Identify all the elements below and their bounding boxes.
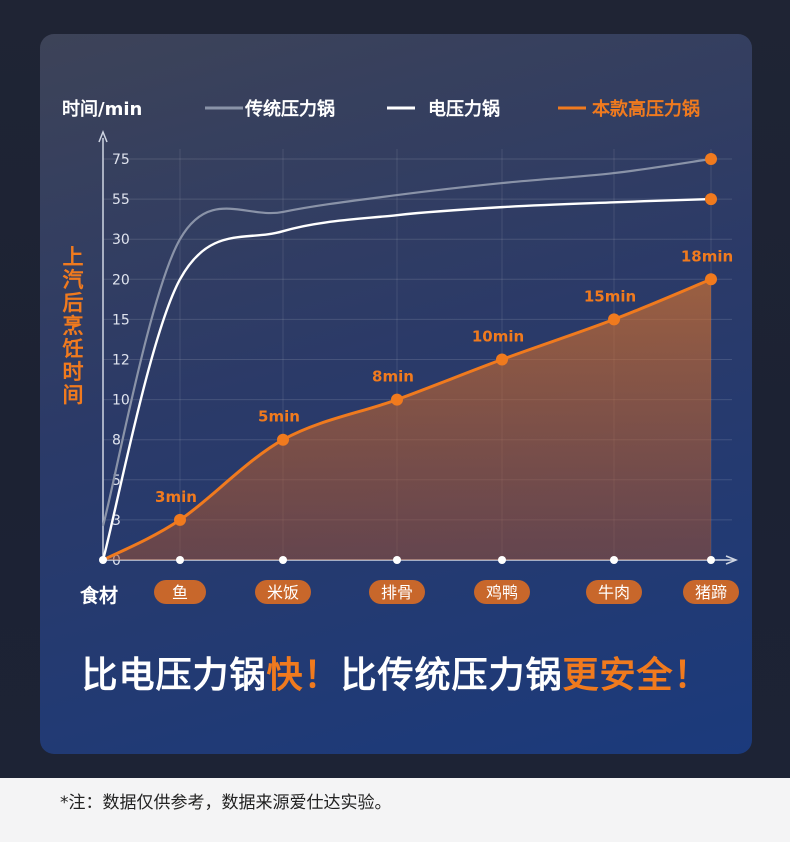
x-axis-label: 食材 (80, 584, 118, 607)
x-tick-dot (176, 556, 184, 564)
y-title-char: 时 (63, 360, 84, 384)
category-pill (255, 580, 311, 604)
y-tick-label: 0 (112, 553, 121, 569)
category-label: 鱼 (172, 583, 188, 602)
legend-label: 电压力锅 (428, 98, 500, 120)
headline-part-1: 比电压力锅 (81, 655, 267, 696)
y-tick-label: 10 (112, 393, 130, 409)
series-line-traditional (101, 157, 712, 527)
headline: 比电压力锅快！比传统压力锅更安全！ (40, 646, 752, 698)
hero-background: 0 3 5 8 10 12 15 20 30 55 75 时间/min 上汽后烹饪时间食材 3min 5mi… (0, 0, 790, 778)
data-label: 8min (372, 368, 414, 386)
traditional-end-point (705, 153, 717, 165)
y-title-char: 间 (63, 383, 84, 407)
headline-highlight-fast: 快！ (266, 655, 341, 696)
electric-end-point (705, 193, 717, 206)
data-point (174, 513, 186, 526)
x-tick-dot (610, 556, 618, 564)
y-tick-label: 3 (112, 513, 121, 529)
data-point (277, 433, 289, 446)
data-label: 5min (258, 408, 300, 426)
y-tick-label: 5 (112, 473, 121, 489)
data-point (608, 313, 620, 326)
y-title-char: 烹 (63, 314, 84, 338)
category-pill (474, 580, 530, 604)
y-tick-label: 20 (112, 272, 130, 288)
x-tick-dot (279, 556, 287, 564)
x-tick-dot (707, 556, 715, 564)
category-label: 猪蹄 (695, 583, 727, 602)
x-tick-dot (498, 556, 506, 564)
y-tick-label: 12 (112, 353, 130, 369)
headline-part-3: 比传统压力锅 (340, 655, 563, 696)
category-label: 排骨 (381, 583, 413, 602)
category-label: 牛肉 (598, 583, 630, 602)
y-tick-label: 75 (112, 152, 130, 168)
y-title-char: 后 (63, 291, 84, 315)
y-tick-label: 55 (112, 192, 130, 208)
category-label: 鸡鸭 (486, 583, 518, 602)
data-label: 3min (155, 488, 197, 506)
headline-highlight-safer: 更安全！ (562, 655, 711, 696)
category-pill (369, 580, 425, 604)
data-point (496, 353, 508, 366)
footnote: *注：数据仅供参考，数据来源爱仕达实验。 (60, 793, 392, 813)
data-point (391, 393, 403, 406)
data-label: 18min (681, 247, 733, 265)
y-axis-arrow (98, 129, 108, 143)
y-title-char: 上 (63, 245, 84, 269)
y-title-char: 汽 (63, 268, 84, 292)
data-label: 15min (584, 287, 636, 305)
axis-origin-dot (99, 556, 107, 564)
legend-label: 本款高压力锅 (592, 98, 700, 120)
series-area-ours (103, 279, 711, 560)
x-axis-arrow (725, 555, 739, 565)
y-tick-label: 8 (112, 433, 121, 449)
chart-card: 0 3 5 8 10 12 15 20 30 55 75 时间/min 上汽后烹饪时间食材 3min 5mi… (40, 34, 752, 754)
y-tick-label: 15 (112, 312, 130, 328)
y-title-char: 饪 (62, 337, 84, 361)
category-label: 米饭 (267, 583, 299, 602)
category-pill (154, 580, 206, 604)
x-tick-dot (393, 556, 401, 564)
y-tick-label: 30 (112, 232, 130, 248)
legend-label: 传统压力锅 (244, 98, 335, 120)
category-pill (683, 580, 739, 604)
series-line-electric (101, 197, 712, 561)
data-label: 10min (472, 328, 524, 346)
data-point (705, 273, 717, 286)
y-axis-label: 时间/min (62, 99, 142, 120)
category-pill (586, 580, 642, 604)
